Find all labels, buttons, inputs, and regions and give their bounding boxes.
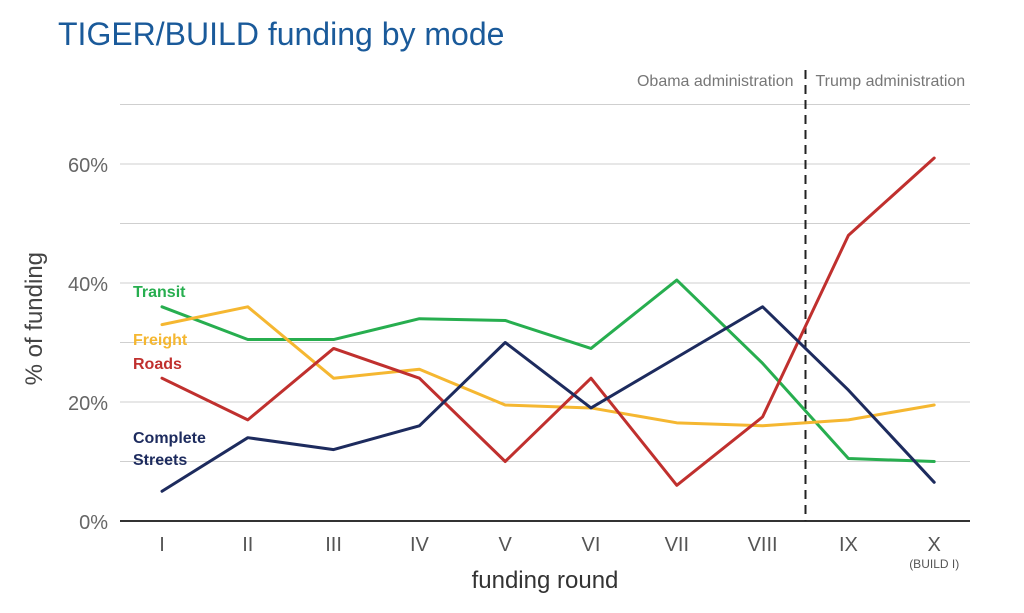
x-tick-label: III xyxy=(325,534,342,556)
series-label-transit: Transit xyxy=(133,284,186,301)
y-tick-label: 20% xyxy=(68,393,108,415)
series-line-complete-streets xyxy=(160,305,936,493)
x-tick-label: IX xyxy=(839,534,858,556)
y-tick-label: 40% xyxy=(68,274,108,296)
x-axis-label: funding round xyxy=(472,567,619,594)
x-tick-sublabel: (BUILD I) xyxy=(909,557,959,571)
y-axis-label: % of funding xyxy=(21,252,48,385)
x-tick-label: II xyxy=(242,534,253,556)
series-line-freight xyxy=(160,305,936,428)
x-tick-label: VIII xyxy=(748,534,778,556)
x-tick-label: VII xyxy=(665,534,689,556)
series-line-transit xyxy=(160,278,936,463)
x-tick-label: I xyxy=(159,534,165,556)
y-tick-label: 60% xyxy=(68,155,108,177)
x-tick-label: IV xyxy=(410,534,430,556)
x-tick-label: V xyxy=(499,534,513,556)
series-label-roads: Roads xyxy=(133,356,182,373)
x-tick-label: VI xyxy=(582,534,601,556)
right-period-label: Trump administration xyxy=(816,73,966,90)
y-tick-label: 0% xyxy=(79,512,108,534)
x-tick-label: X xyxy=(928,534,941,556)
chart-title: TIGER/BUILD funding by mode xyxy=(58,16,505,52)
series-line-roads xyxy=(160,156,936,487)
left-period-label: Obama administration xyxy=(637,73,794,90)
series-label-complete-streets: Streets xyxy=(133,452,187,469)
series-label-freight: Freight xyxy=(133,332,188,349)
series-label-complete-streets: Complete xyxy=(133,430,206,447)
